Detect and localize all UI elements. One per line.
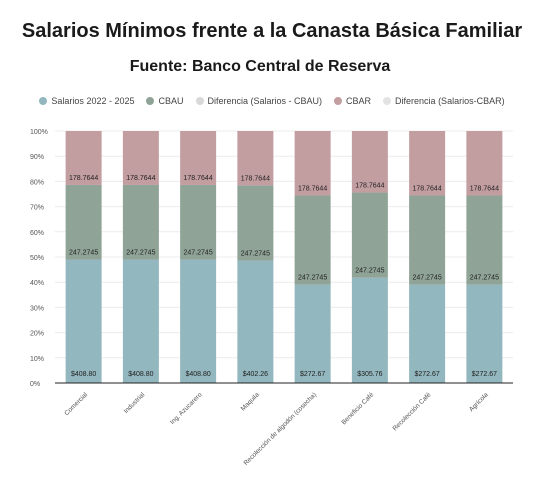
bar-segment: [180, 131, 217, 185]
bar-segment: [122, 259, 159, 383]
x-tick-label: Comercial: [63, 391, 89, 417]
bar-segment: [294, 195, 331, 285]
legend-label: Salarios 2022 - 2025: [51, 96, 135, 106]
bar-segment: [409, 131, 446, 196]
legend-swatch: [334, 97, 343, 105]
data-label: 247.2745: [69, 250, 98, 257]
data-label: 247.2745: [470, 275, 499, 282]
bar-segment: [180, 184, 217, 260]
legend-label: Diferencia (Salarios - CBAU): [207, 96, 323, 106]
bar-segment: [351, 131, 388, 193]
bar-segment: [409, 284, 446, 383]
bar-segment: [65, 131, 102, 185]
legend-item-diferencia-cbau[interactable]: Diferencia (Salarios - CBAU): [195, 96, 323, 106]
data-label: $272.67: [472, 371, 497, 378]
bar-segment: [237, 185, 274, 261]
legend-item-salarios[interactable]: Salarios 2022 - 2025: [39, 96, 134, 106]
y-tick-label: 60%: [30, 230, 44, 237]
bar-segment: [351, 277, 388, 383]
data-label: 247.2745: [413, 275, 442, 282]
y-tick-label: 90%: [30, 154, 44, 161]
data-label: 247.2745: [241, 251, 270, 258]
bar-segment: [466, 195, 503, 285]
data-label: $402.26: [243, 371, 268, 378]
y-tick-label: 100%: [30, 129, 48, 136]
data-label: 178.7644: [470, 185, 499, 192]
data-label: 247.2745: [355, 268, 384, 275]
y-tick-label: 80%: [30, 179, 44, 186]
chart-subtitle: Fuente: Banco Central de Reserva: [129, 58, 391, 75]
bar-segment: [351, 192, 388, 278]
y-tick-label: 0%: [30, 381, 40, 388]
legend-item-cbau[interactable]: CBAU: [146, 96, 184, 106]
bar-segment: [122, 131, 159, 185]
bar-segment: [294, 131, 331, 196]
legend-swatch: [383, 97, 392, 105]
y-tick-label: 70%: [30, 205, 44, 212]
data-label: 178.7644: [126, 175, 155, 182]
legend-label: CBAR: [346, 96, 372, 106]
x-tick-label: Beneficio Café: [340, 391, 375, 426]
data-label: 247.2745: [126, 250, 155, 257]
bar-segment: [122, 184, 159, 260]
legend-swatch: [195, 97, 204, 105]
bar-segment: [237, 260, 274, 383]
legend-label: CBAU: [158, 96, 184, 106]
data-label: $272.67: [414, 371, 439, 378]
legend: Salarios 2022 - 2025 CBAU Diferencia (Sa…: [0, 96, 544, 106]
data-label: $408.80: [71, 371, 96, 378]
data-label: $305.76: [357, 371, 382, 378]
data-label: 178.7644: [69, 175, 98, 182]
y-tick-label: 20%: [30, 331, 44, 338]
y-tick-label: 10%: [30, 356, 44, 363]
x-tick-label: Agrícola: [468, 391, 490, 413]
data-label: 247.2745: [184, 250, 213, 257]
data-label: $272.67: [300, 371, 325, 378]
x-tick-label: Maquila: [240, 391, 261, 412]
bar-segment: [466, 131, 503, 196]
chart-title: Salarios Mínimos frente a la Canasta Bás…: [21, 20, 523, 42]
legend-swatch: [39, 97, 48, 105]
y-tick-label: 50%: [30, 255, 44, 262]
bar-segment: [180, 259, 217, 383]
bar-segment: [65, 259, 102, 383]
bar-segment: [466, 284, 503, 383]
data-label: 178.7644: [413, 185, 442, 192]
data-label: 178.7644: [241, 175, 270, 182]
bar-segment: [294, 284, 331, 383]
data-label: $408.80: [185, 371, 210, 378]
legend-swatch: [146, 97, 155, 105]
data-label: 178.7644: [355, 183, 384, 190]
data-label: 178.7644: [298, 185, 327, 192]
x-tick-label: Ing. Azucarero: [169, 391, 204, 426]
y-tick-label: 40%: [30, 280, 44, 287]
x-tick-label: Recolección Café: [392, 391, 433, 432]
legend-item-diferencia-cbar[interactable]: Diferencia (Salarios-CBAR): [383, 96, 505, 106]
legend-item-cbar[interactable]: CBAR: [334, 96, 371, 106]
bar-segment: [65, 184, 102, 260]
x-tick-label: Industrial: [123, 391, 147, 415]
bar-segment: [409, 195, 446, 285]
legend-label: Diferencia (Salarios-CBAR): [395, 96, 505, 106]
data-label: $408.80: [128, 371, 153, 378]
data-label: 178.7644: [184, 175, 213, 182]
y-tick-label: 30%: [30, 305, 44, 312]
data-label: 247.2745: [298, 275, 327, 282]
bar-segment: [237, 131, 274, 186]
